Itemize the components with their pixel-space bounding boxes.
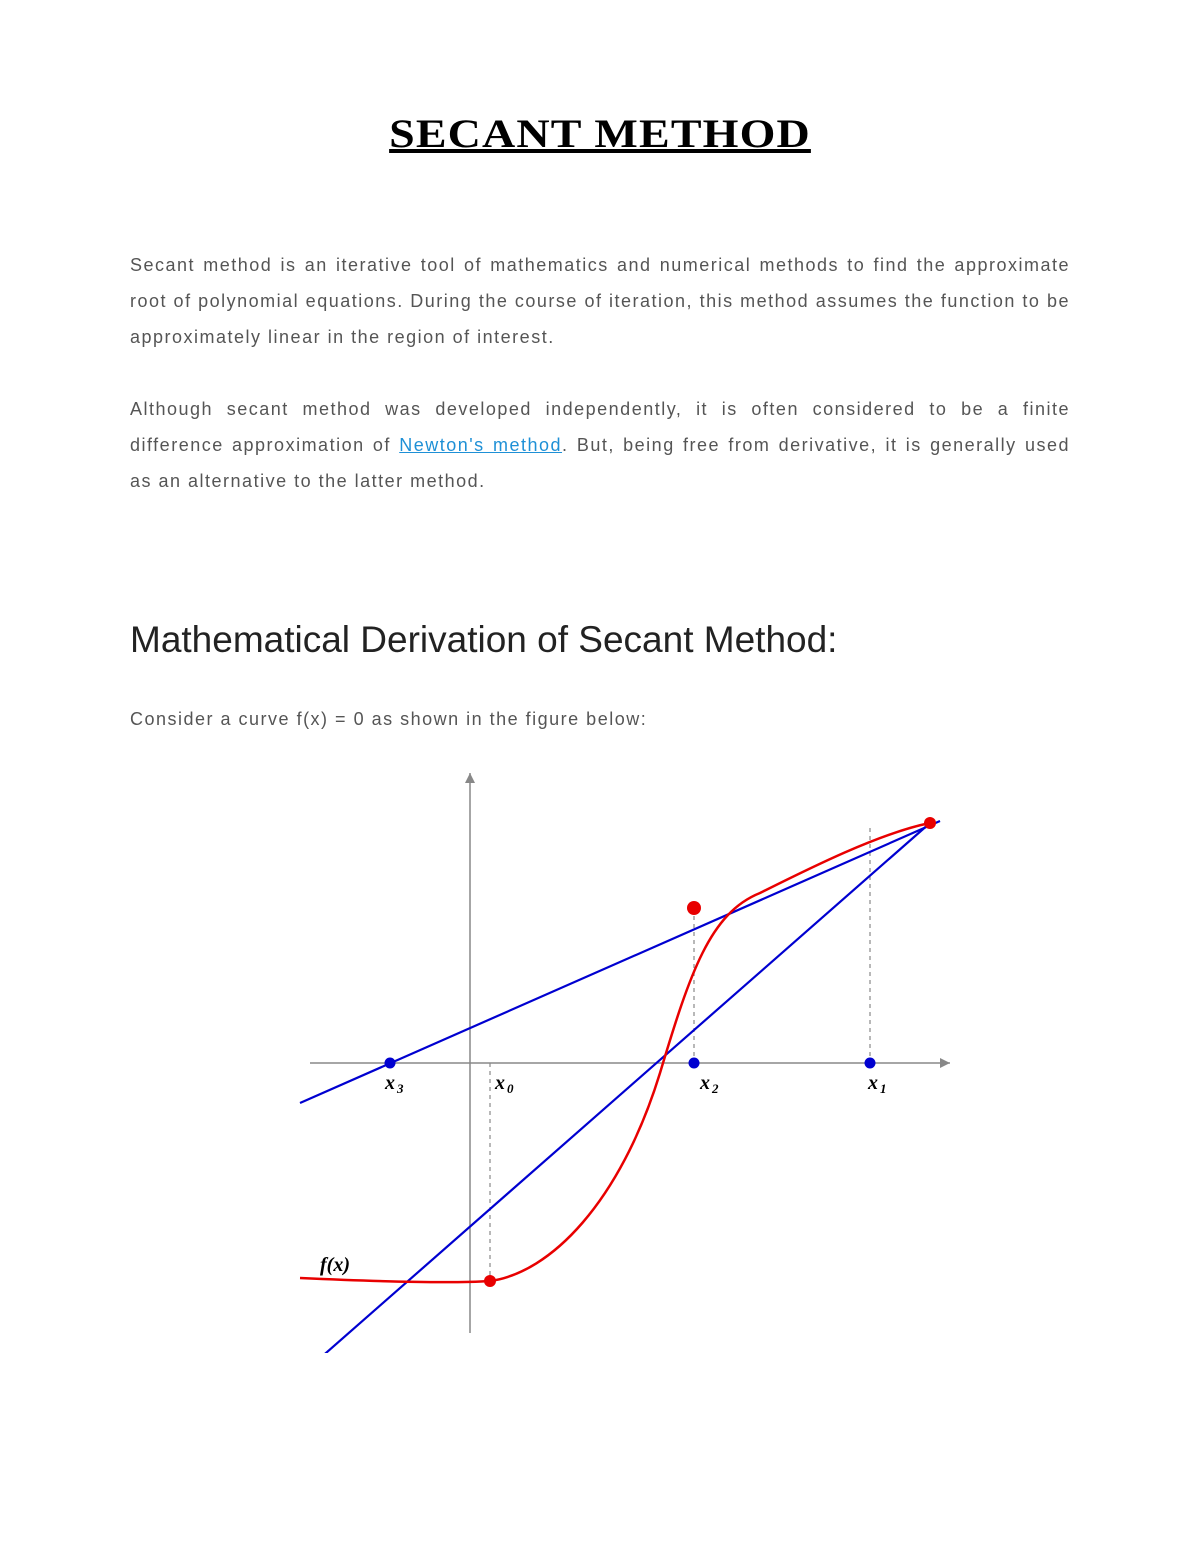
svg-text:x2: x2 <box>699 1072 719 1096</box>
derivation-heading: Mathematical Derivation of Secant Method… <box>130 619 1070 661</box>
newtons-method-link[interactable]: Newton's method <box>399 435 562 455</box>
svg-text:x0: x0 <box>494 1072 514 1096</box>
svg-text:f(x): f(x) <box>320 1254 350 1276</box>
intro-paragraph-1: Secant method is an iterative tool of ma… <box>130 247 1070 355</box>
intro-paragraph-2: Although secant method was developed ind… <box>130 391 1070 499</box>
svg-text:x1: x1 <box>867 1072 887 1096</box>
svg-text:x3: x3 <box>384 1072 404 1096</box>
figure-intro: Consider a curve f(x) = 0 as shown in th… <box>130 701 1070 737</box>
secant-diagram-svg: x3 x0 x2 x1 f(x) <box>250 773 950 1353</box>
secant-figure: x3 x0 x2 x1 f(x) <box>130 773 1070 1353</box>
page-title: SECANT METHOD <box>60 110 1141 157</box>
